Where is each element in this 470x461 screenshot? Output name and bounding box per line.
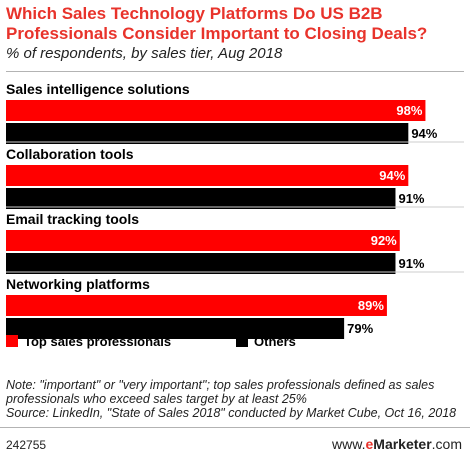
chart-notes: Note: "important" or "very important"; t…	[6, 378, 466, 420]
legend-label: Others	[254, 334, 296, 349]
chart-id: 242755	[6, 438, 47, 452]
value-label: 92%	[371, 233, 397, 248]
bar-top-sales	[6, 165, 409, 186]
bottom-divider	[0, 427, 470, 428]
category-label: Collaboration tools	[6, 146, 134, 162]
logo-e: e	[365, 436, 374, 452]
value-label: 91%	[398, 191, 424, 206]
chart-subtitle: % of respondents, by sales tier, Aug 201…	[6, 45, 283, 62]
bar-top-sales	[6, 100, 426, 121]
legend-swatch	[6, 335, 18, 347]
category-label: Sales intelligence solutions	[6, 81, 190, 97]
value-label: 94%	[411, 126, 437, 141]
value-label: 79%	[347, 321, 373, 336]
category-label: Networking platforms	[6, 276, 150, 292]
value-label: 91%	[398, 256, 424, 271]
top-divider	[6, 71, 464, 72]
bar-chart: Sales intelligence solutions 98% 94% Collab…	[6, 81, 464, 349]
bar-top-sales	[6, 230, 400, 251]
logo-name: Marketer	[373, 436, 432, 452]
emarketer-logo[interactable]: www.eMarketer.com	[332, 436, 462, 452]
chart-title: Which Sales Technology Platforms Do US B…	[6, 4, 428, 43]
bar-others	[6, 318, 345, 339]
category-label: Email tracking tools	[6, 211, 139, 227]
value-label: 89%	[358, 298, 384, 313]
bar-others	[6, 188, 396, 209]
logo-prefix: www.	[332, 436, 366, 452]
bar-others	[6, 253, 396, 274]
bar-others	[6, 123, 409, 144]
legend-swatch	[236, 335, 248, 347]
value-label: 94%	[379, 168, 405, 183]
bar-top-sales	[6, 295, 387, 316]
logo-suffix: .com	[431, 436, 462, 452]
legend-label: Top sales professionals	[24, 334, 171, 349]
source-text: Source: LinkedIn, "State of Sales 2018" …	[6, 406, 457, 420]
value-label: 98%	[396, 103, 422, 118]
note-text: Note: "important" or "very important"; t…	[6, 378, 435, 406]
